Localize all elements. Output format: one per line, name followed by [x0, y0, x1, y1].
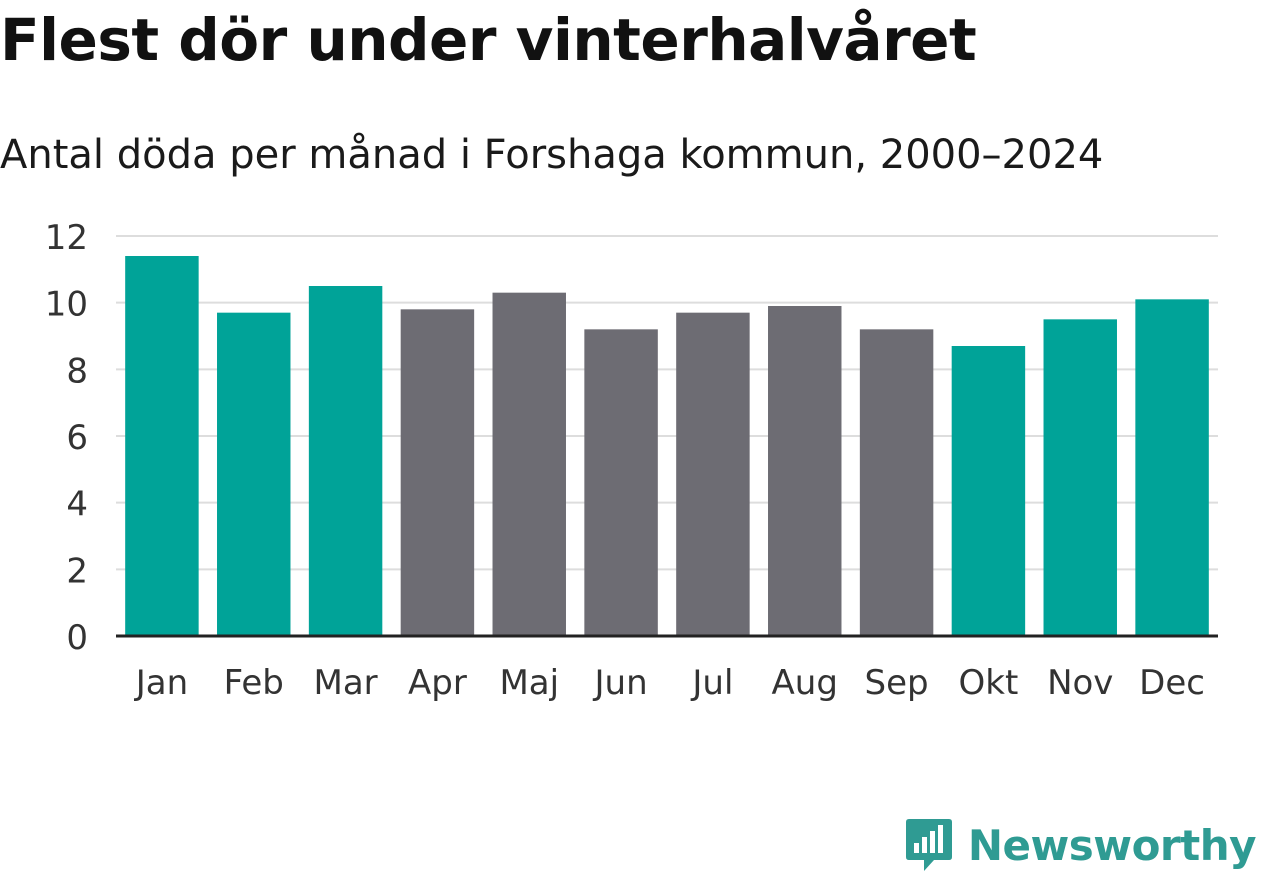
chart-subtitle: Antal döda per månad i Forshaga kommun, …	[0, 132, 1104, 178]
bar-aug	[768, 306, 842, 636]
bar-sep	[859, 329, 934, 636]
bar-feb	[217, 312, 291, 636]
brand-name: Newsworthy	[967, 820, 1257, 870]
newsworthy-brand: Newsworthy	[904, 817, 1257, 873]
y-tick-label: 12	[45, 218, 88, 258]
bars	[125, 256, 1209, 636]
y-tick-label: 10	[45, 285, 88, 325]
x-tick-label: Maj	[499, 663, 559, 703]
x-tick-label: Apr	[408, 663, 467, 703]
x-tick-label: Aug	[772, 663, 838, 703]
axes: 0 2 4 6 8 10 12 Jan Feb Mar Apr Maj Jun Jul Aug Sep Okt N…	[45, 218, 1218, 703]
bar-nov	[1043, 319, 1117, 636]
y-tick-label: 6	[66, 418, 88, 458]
x-tick-label: Feb	[224, 663, 284, 703]
y-tick-label: 4	[66, 485, 88, 525]
bar-jan	[125, 256, 199, 636]
chart-title: Flest dör under vinterhalvåret	[0, 6, 977, 74]
y-tick-label: 2	[66, 551, 88, 591]
gridlines	[116, 235, 1218, 571]
bar-okt	[951, 346, 1026, 636]
y-tick-label: 8	[66, 351, 88, 391]
bar-mar	[308, 286, 383, 636]
x-tick-label: Okt	[959, 663, 1019, 703]
x-tick-label: Nov	[1047, 663, 1113, 703]
newsworthy-logo-icon	[905, 819, 952, 871]
x-tick-label: Mar	[314, 663, 378, 703]
bar-jun	[584, 329, 658, 636]
bar-jul	[676, 312, 750, 636]
x-tick-label: Jun	[593, 663, 648, 703]
x-tick-label: Jan	[134, 663, 188, 703]
bar-apr	[400, 309, 475, 636]
bar-maj	[492, 292, 566, 636]
y-tick-label: 0	[66, 618, 88, 658]
x-tick-label: Sep	[865, 663, 929, 703]
bar-dec	[1135, 299, 1209, 636]
x-tick-label: Jul	[690, 663, 733, 703]
x-tick-label: Dec	[1139, 663, 1205, 703]
